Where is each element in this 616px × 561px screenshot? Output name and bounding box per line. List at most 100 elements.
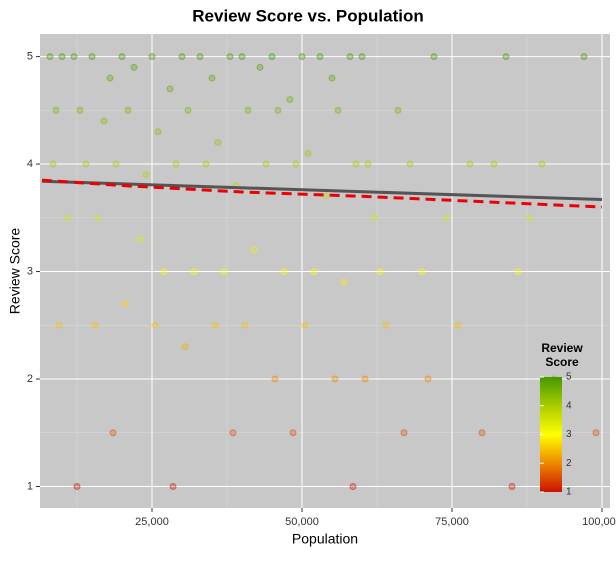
point xyxy=(49,160,57,168)
point xyxy=(334,106,342,114)
point xyxy=(502,53,510,61)
point xyxy=(508,483,516,491)
x-tick-label: 25,000 xyxy=(135,516,169,528)
point xyxy=(184,106,192,114)
x-tick-label: 50,000 xyxy=(285,516,319,528)
point xyxy=(94,214,102,222)
x-tick-label: 75,000 xyxy=(435,516,469,528)
point xyxy=(271,375,279,383)
point xyxy=(148,53,156,61)
point xyxy=(178,53,186,61)
point xyxy=(100,117,108,125)
point xyxy=(580,53,588,61)
point xyxy=(160,268,168,276)
y-tick-label: 3 xyxy=(27,265,33,277)
point xyxy=(58,53,66,61)
point xyxy=(112,160,120,168)
point xyxy=(286,96,294,104)
colorbar-tick-label: 1 xyxy=(566,487,572,498)
point xyxy=(400,429,408,437)
colorbar-tick-label: 4 xyxy=(566,400,572,411)
trend-line xyxy=(41,178,603,209)
point xyxy=(418,268,426,276)
y-tick-label: 1 xyxy=(27,480,33,492)
colorbar-tick-label: 3 xyxy=(566,429,572,440)
point xyxy=(424,375,432,383)
y-tick-label: 5 xyxy=(27,50,33,62)
point xyxy=(526,214,534,222)
point xyxy=(109,429,117,437)
point xyxy=(280,268,288,276)
point xyxy=(250,246,258,254)
point xyxy=(172,160,180,168)
point xyxy=(244,106,252,114)
point xyxy=(70,53,78,61)
point xyxy=(82,160,90,168)
x-tick-label: 100,000 xyxy=(582,516,616,528)
colorbar-tick-label: 5 xyxy=(566,372,572,383)
point xyxy=(226,53,234,61)
point xyxy=(121,300,129,308)
point xyxy=(46,53,54,61)
point xyxy=(238,53,246,61)
point xyxy=(466,160,474,168)
point xyxy=(106,74,114,82)
point xyxy=(124,106,132,114)
point xyxy=(274,106,282,114)
point xyxy=(292,160,300,168)
point xyxy=(208,74,216,82)
point xyxy=(301,321,309,329)
point xyxy=(358,53,366,61)
point xyxy=(190,268,198,276)
trend-line xyxy=(41,179,603,202)
point xyxy=(181,343,189,351)
x-axis-label: Population xyxy=(292,531,358,547)
point xyxy=(454,321,462,329)
point xyxy=(331,375,339,383)
point xyxy=(322,192,330,200)
y-tick-label: 2 xyxy=(27,373,33,385)
point xyxy=(76,106,84,114)
point xyxy=(364,160,372,168)
chart-title: Review Score vs. Population xyxy=(192,6,423,25)
point xyxy=(349,483,357,491)
point xyxy=(214,139,222,147)
point xyxy=(196,53,204,61)
point xyxy=(298,53,306,61)
point xyxy=(151,321,159,329)
point xyxy=(55,321,63,329)
point xyxy=(262,160,270,168)
point xyxy=(382,321,390,329)
point xyxy=(268,53,276,61)
point xyxy=(328,74,336,82)
y-tick-label: 4 xyxy=(27,158,33,170)
point xyxy=(340,278,348,286)
y-axis-label: Review Score xyxy=(7,228,23,315)
point xyxy=(73,483,81,491)
point xyxy=(352,160,360,168)
point xyxy=(361,375,369,383)
point xyxy=(310,268,318,276)
point xyxy=(406,160,414,168)
point xyxy=(169,483,177,491)
point xyxy=(316,53,324,61)
point xyxy=(442,214,450,222)
point xyxy=(154,128,162,136)
point xyxy=(592,429,600,437)
point xyxy=(64,214,72,222)
point xyxy=(211,321,219,329)
point xyxy=(346,53,354,61)
point xyxy=(289,429,297,437)
point xyxy=(136,235,144,243)
colorbar xyxy=(540,377,562,492)
point xyxy=(478,429,486,437)
legend-title: Review Score xyxy=(541,341,583,369)
point xyxy=(118,53,126,61)
point xyxy=(394,106,402,114)
colorbar-tick-label: 2 xyxy=(566,458,572,469)
point xyxy=(490,160,498,168)
point xyxy=(52,106,60,114)
point xyxy=(142,171,150,179)
point xyxy=(220,268,228,276)
point xyxy=(256,63,264,71)
